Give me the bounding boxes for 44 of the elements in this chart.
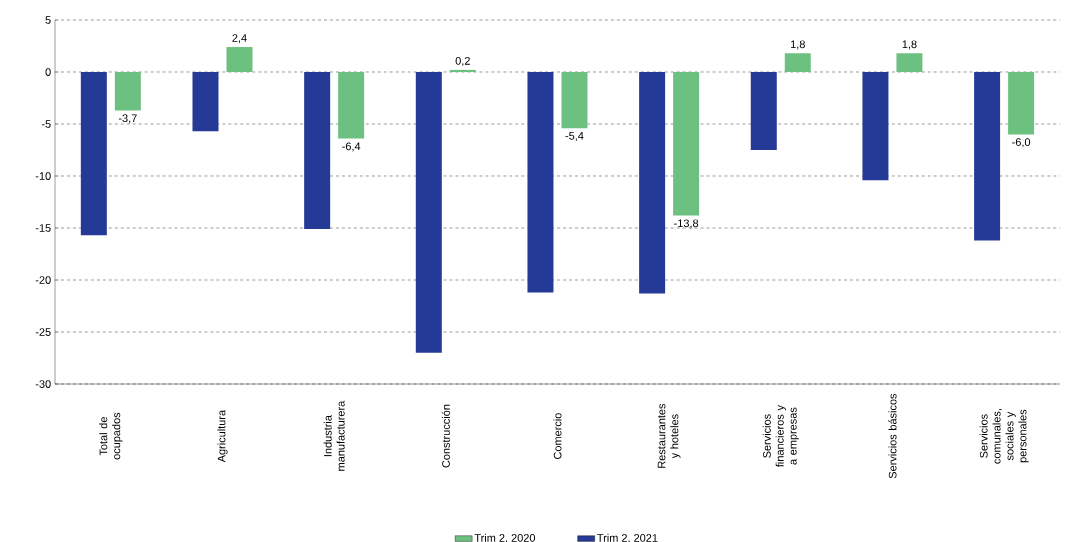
bar (561, 72, 588, 129)
y-tick-label: -25 (35, 328, 51, 336)
bar (114, 72, 141, 111)
bar (415, 72, 442, 353)
x-tick-label: Industria manufacturera (323, 400, 345, 471)
data-label: -6,4 (342, 142, 361, 152)
bar (673, 72, 700, 216)
data-label: -6,0 (1012, 138, 1031, 148)
y-tick-label: -10 (35, 172, 51, 180)
bar (304, 72, 331, 230)
bar (192, 72, 219, 132)
bar (639, 72, 666, 294)
data-label: -5,4 (565, 132, 584, 141)
y-tick-label: -15 (35, 224, 51, 232)
data-label: 1,8 (902, 40, 917, 50)
data-label: 1,8 (790, 40, 805, 50)
bar (338, 72, 365, 139)
bar (784, 53, 811, 72)
data-label: -13,8 (674, 219, 699, 229)
x-tick-label: Agricultura (217, 409, 228, 463)
x-tick-label: Total de ocupados (99, 412, 123, 460)
bar (527, 72, 554, 293)
y-tick-label: -20 (35, 276, 51, 284)
x-tick-label: Servicios financieros y a empresas (762, 405, 799, 468)
y-tick-label: -5 (41, 120, 51, 128)
bar (1008, 72, 1035, 135)
y-tick-label: 5 (45, 16, 51, 24)
bar (226, 47, 253, 72)
bar (80, 72, 107, 236)
bar (862, 72, 889, 181)
y-tick-label: -30 (35, 380, 51, 388)
x-tick-label: Comercio (553, 413, 562, 459)
y-tick-label: 0 (45, 68, 51, 76)
bar (750, 72, 777, 150)
bar (449, 69, 476, 72)
x-tick-label: Servicios básicos (888, 393, 897, 479)
data-label: 0,2 (455, 57, 470, 67)
data-label: 2,4 (232, 34, 247, 44)
data-label: -3,7 (118, 114, 137, 124)
x-tick-label: Restaurantes y hoteles (657, 403, 681, 468)
x-tick-label: Servicios comunales, sociales y personales (979, 409, 1029, 464)
bar (974, 72, 1001, 241)
x-tick-label: Construcción (441, 404, 450, 468)
bar (896, 53, 923, 72)
